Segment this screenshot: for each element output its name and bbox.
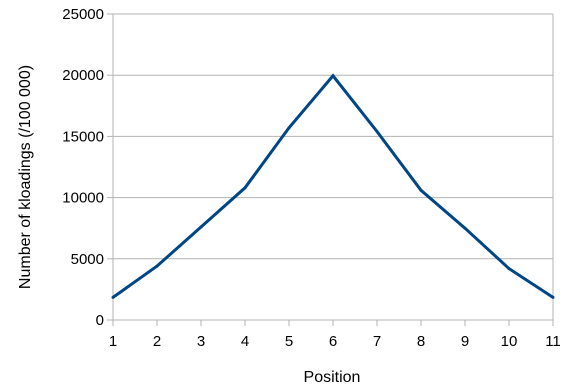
- data-point: [155, 264, 159, 268]
- y-tick-label: 25000: [62, 6, 104, 23]
- data-point: [551, 295, 555, 299]
- data-point: [243, 186, 247, 190]
- y-tick-label: 5000: [71, 251, 104, 268]
- data-series: [111, 73, 555, 299]
- x-tick-label: 11: [545, 333, 561, 350]
- y-tick-label: 20000: [62, 67, 104, 84]
- plot-frame: [112, 14, 554, 321]
- axis-ticks: [107, 13, 554, 326]
- data-point: [463, 226, 467, 230]
- x-tick-label: 2: [153, 333, 161, 350]
- x-tick-label: 10: [501, 333, 518, 350]
- data-point: [111, 295, 115, 299]
- x-tick-label: 9: [461, 333, 469, 350]
- x-tick-label: 7: [373, 333, 381, 350]
- data-point: [375, 130, 379, 134]
- y-tick-label: 0: [96, 312, 104, 329]
- data-point: [331, 74, 335, 78]
- data-point: [507, 267, 511, 271]
- x-tick-label: 3: [197, 333, 205, 350]
- x-tick-label: 4: [241, 333, 249, 350]
- data-point: [419, 188, 423, 192]
- y-axis-title: Number of kloadings (/100 000): [17, 65, 34, 289]
- tick-labels: 0 5000 10000 15000 20000 25000 1 2 3 4 5 6 7 8 9 10 11: [62, 6, 561, 350]
- y-tick-label: 10000: [62, 190, 104, 207]
- data-point: [287, 126, 291, 130]
- data-point: [199, 225, 203, 229]
- x-axis-title: Position: [304, 369, 361, 386]
- x-tick-label: 5: [285, 333, 293, 350]
- x-tick-label: 8: [417, 333, 425, 350]
- gridlines: [113, 13, 553, 260]
- series-line: [112, 73, 554, 299]
- x-tick-label: 1: [109, 333, 117, 350]
- x-tick-label: 6: [329, 333, 337, 350]
- y-tick-label: 15000: [62, 128, 104, 145]
